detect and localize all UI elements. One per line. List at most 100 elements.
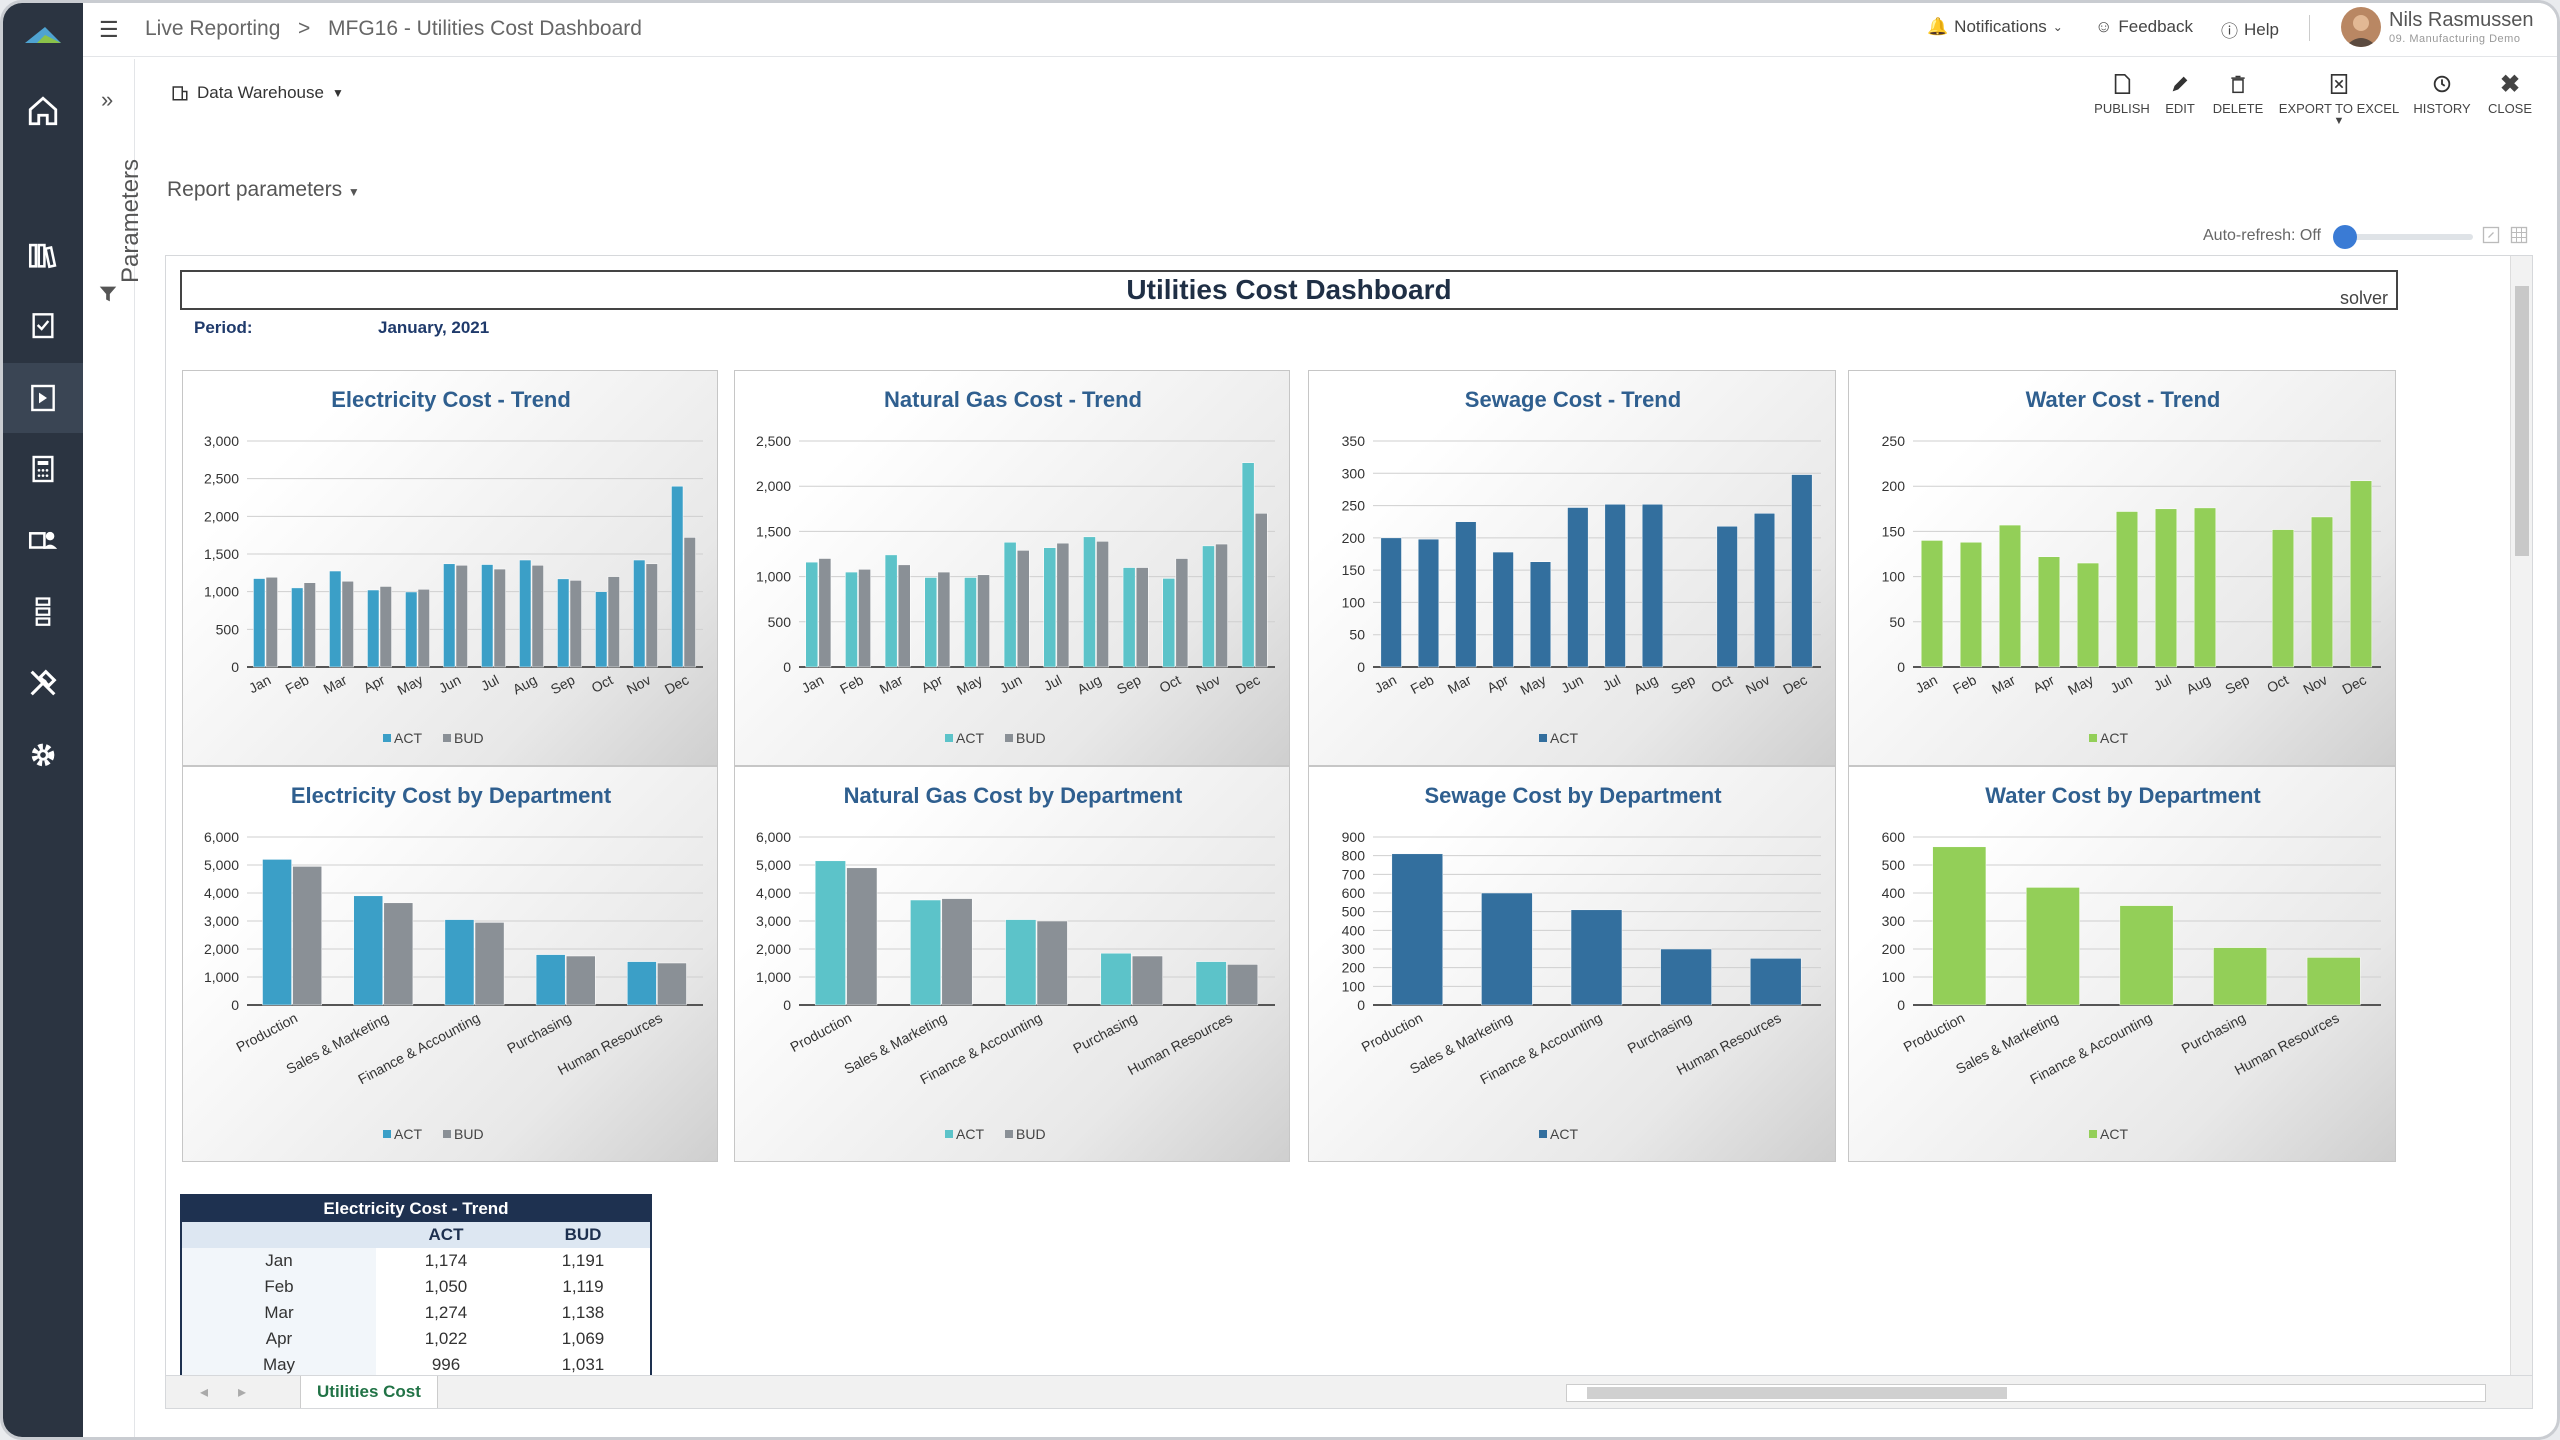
bar-act-human-resources	[1195, 961, 1227, 1006]
table-cell: 996	[431, 1355, 461, 1374]
tools-icon[interactable]	[21, 661, 65, 705]
bar-act-production	[262, 859, 292, 1006]
legend-swatch	[2089, 734, 2097, 742]
x-tick-label: Jul	[478, 672, 501, 695]
parameters-label[interactable]: Parameters	[117, 158, 144, 283]
horizontal-scrollbar[interactable]	[1566, 1384, 2486, 1402]
feedback-button[interactable]: ☺ Feedback	[2095, 17, 2193, 37]
scrollbar-thumb[interactable]	[2515, 286, 2529, 556]
sheet-tab-utilities-cost[interactable]: Utilities Cost	[300, 1376, 438, 1408]
legend-label: ACT	[394, 730, 422, 746]
water-cost-by-department-svg: Water Cost by Department 0 100 200 300 400 500…	[1882, 783, 2381, 1142]
y-tick-label: 5,000	[756, 857, 791, 873]
y-tick-label: 0	[1357, 997, 1365, 1013]
trash-icon	[2193, 67, 2283, 101]
table-cell: 1,274	[424, 1303, 468, 1322]
expand-icon[interactable]	[2481, 225, 2501, 245]
clipboard-icon[interactable]	[21, 303, 65, 347]
x-tick-label: Dec	[1233, 672, 1263, 698]
y-tick-label: 200	[1882, 478, 1906, 494]
x-tick-label: Mar	[1989, 671, 2018, 697]
bar-bud-finance-accounting	[1036, 920, 1068, 1006]
y-tick-label: 1,500	[204, 546, 239, 562]
table-row: Apr 1,022 1,069	[182, 1326, 650, 1352]
parameters-panel[interactable]: » Parameters	[83, 59, 144, 1437]
x-tick-label: Feb	[283, 671, 312, 697]
menu-icon[interactable]: ☰	[99, 17, 119, 42]
calculator-icon[interactable]	[21, 447, 65, 491]
sewage-cost-trend-chart: Sewage Cost - Trend 0 50 100 150 200 250 300 350…	[1308, 370, 1836, 766]
reports-icon[interactable]	[3, 363, 83, 433]
y-tick-label: 4,000	[204, 885, 239, 901]
hierarchy-icon[interactable]	[21, 589, 65, 633]
water-cost-by-department-chart: Water Cost by Department 0 100 200 300 400 500…	[1848, 766, 2396, 1162]
y-tick-label: 2,000	[756, 478, 791, 494]
x-tick-label: Jan	[799, 672, 826, 697]
report-parameters-toggle[interactable]: Report parameters ▼	[167, 178, 360, 202]
help-button[interactable]: ⓘ Help	[2221, 17, 2279, 42]
y-tick-label: 0	[231, 997, 239, 1013]
bar-act-sales-marketing	[2026, 887, 2080, 1006]
bar-act-jan	[805, 561, 819, 668]
period-label: Period:	[194, 318, 253, 337]
data-warehouse-dropdown[interactable]: Data Warehouse ▼	[171, 83, 344, 103]
user-name[interactable]: Nils Rasmussen	[2389, 9, 2534, 31]
water-cost-trend-svg: Water Cost - Trend 0 50 100 150 200 250 Jan Feb M…	[1882, 387, 2381, 746]
user-data-icon[interactable]	[21, 517, 65, 561]
y-tick-label: 900	[1342, 829, 1366, 845]
bar-act-purchasing	[535, 954, 566, 1006]
history-button[interactable]: HISTORY	[2397, 67, 2487, 116]
y-tick-label: 2,000	[756, 941, 791, 957]
legend-swatch	[1005, 734, 1013, 742]
bar-act-oct	[2271, 529, 2295, 668]
bar-act-sep	[1122, 567, 1136, 668]
grid-icon[interactable]	[2509, 225, 2529, 245]
bar-act-jul	[481, 564, 494, 668]
y-tick-label: 500	[768, 614, 792, 630]
bar-act-human-resources	[627, 961, 657, 1006]
pencil-icon	[2135, 67, 2225, 101]
x-tick-label: May	[1518, 672, 1549, 699]
avatar[interactable]	[2341, 7, 2381, 47]
spreadsheet-view[interactable]: Utilities Cost Dashboard solver Period: …	[165, 255, 2533, 1377]
library-icon[interactable]	[21, 233, 65, 277]
breadcrumb-root[interactable]: Live Reporting	[145, 17, 281, 40]
slider-knob[interactable]	[2333, 225, 2357, 249]
filter-icon[interactable]	[97, 283, 119, 305]
next-sheet-icon[interactable]: ▸	[238, 1384, 247, 1401]
expand-chevron-icon[interactable]: »	[101, 87, 114, 112]
publish-button[interactable]: PUBLISH	[2077, 67, 2167, 116]
close-button[interactable]: ✖ CLOSE	[2465, 67, 2555, 117]
close-label: CLOSE	[2487, 101, 2533, 116]
electricity-cost-by-department-svg: Electricity Cost by Department 0 1,000 2,00…	[204, 783, 703, 1142]
bar-bud-nov	[645, 563, 658, 668]
auto-refresh-slider[interactable]	[2333, 225, 2473, 249]
legend-swatch	[2089, 1130, 2097, 1138]
export-to-excel-button[interactable]: EXPORT TO EXCEL ▼	[2269, 67, 2409, 127]
electricity-cost-trend-chart: Electricity Cost - Trend 0 500 1,000 1,500 2,…	[182, 370, 718, 766]
notifications-button[interactable]: 🔔 Notifications ⌄	[1927, 17, 2063, 37]
bar-act-nov	[1202, 545, 1215, 668]
table-cell: 1,069	[561, 1329, 605, 1348]
bar-act-mar	[1455, 521, 1477, 668]
y-tick-label: 2,000	[204, 941, 239, 957]
table-cell: 1,022	[424, 1329, 468, 1348]
vertical-scrollbar[interactable]	[2510, 256, 2532, 1376]
home-icon[interactable]	[21, 89, 65, 133]
solver-logo-icon[interactable]	[23, 23, 63, 47]
edit-button[interactable]: EDIT	[2135, 67, 2225, 116]
bar-act-jun	[2115, 511, 2139, 668]
settings-gear-icon[interactable]	[21, 733, 65, 777]
y-tick-label: 3,000	[204, 433, 239, 449]
x-tick-label: Mar	[877, 671, 906, 697]
bar-act-sep	[557, 578, 570, 668]
delete-button[interactable]: DELETE	[2193, 67, 2283, 116]
data-warehouse-label: Data Warehouse	[197, 83, 324, 102]
y-tick-label: 2,000	[204, 508, 239, 524]
prev-sheet-icon[interactable]: ◂	[200, 1384, 209, 1401]
scrollbar-thumb[interactable]	[1587, 1387, 2007, 1399]
bar-act-oct	[1162, 578, 1176, 668]
y-tick-label: 6,000	[204, 829, 239, 845]
bar-act-aug	[1641, 504, 1664, 668]
table-row: May 996 1,031	[182, 1352, 650, 1376]
